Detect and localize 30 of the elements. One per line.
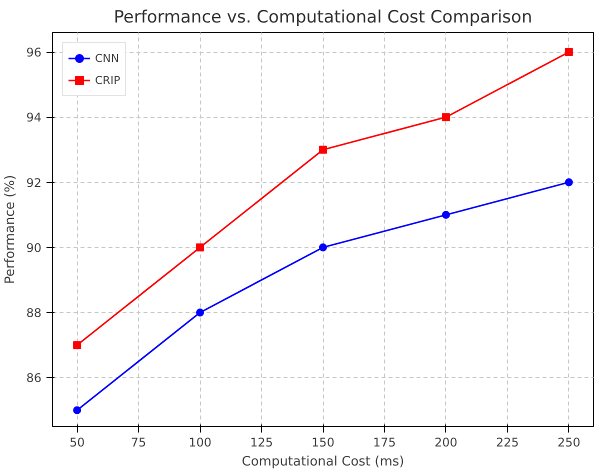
point	[564, 48, 573, 56]
y-tick-label: 86	[26, 371, 42, 386]
y-tick-label: 96	[26, 46, 42, 60]
x-axis-title: Computational Cost (ms)	[242, 454, 404, 470]
legend-label: CNN	[95, 52, 120, 64]
point	[564, 178, 573, 186]
chart-title: Performance vs. Computational Cost Comparison	[114, 8, 532, 28]
y-tick-label: 92	[26, 176, 42, 190]
point	[319, 243, 327, 252]
y-axis-title: Performance (%)	[3, 174, 18, 284]
point	[73, 406, 82, 414]
x-tick-label: 100	[188, 436, 212, 450]
point	[73, 341, 82, 350]
x-tick-label: 50	[69, 436, 85, 450]
x-tick-label: 125	[250, 436, 273, 450]
point	[442, 113, 450, 122]
x-tick-label: 225	[496, 436, 519, 450]
point	[319, 146, 327, 154]
x-tick-label: 250	[557, 436, 580, 450]
x-tick-label: 200	[434, 436, 458, 450]
x-tick-label: 75	[130, 436, 146, 450]
y-tick-label: 90	[26, 240, 42, 255]
x-tick-label: 150	[312, 436, 334, 450]
x-tick-label: 175	[373, 436, 396, 450]
point	[196, 243, 204, 252]
legend-label: CRIP	[95, 74, 120, 86]
point	[442, 210, 450, 219]
point	[196, 308, 204, 317]
y-tick-label: 94	[26, 110, 42, 125]
y-tick-label: 88	[26, 306, 42, 320]
